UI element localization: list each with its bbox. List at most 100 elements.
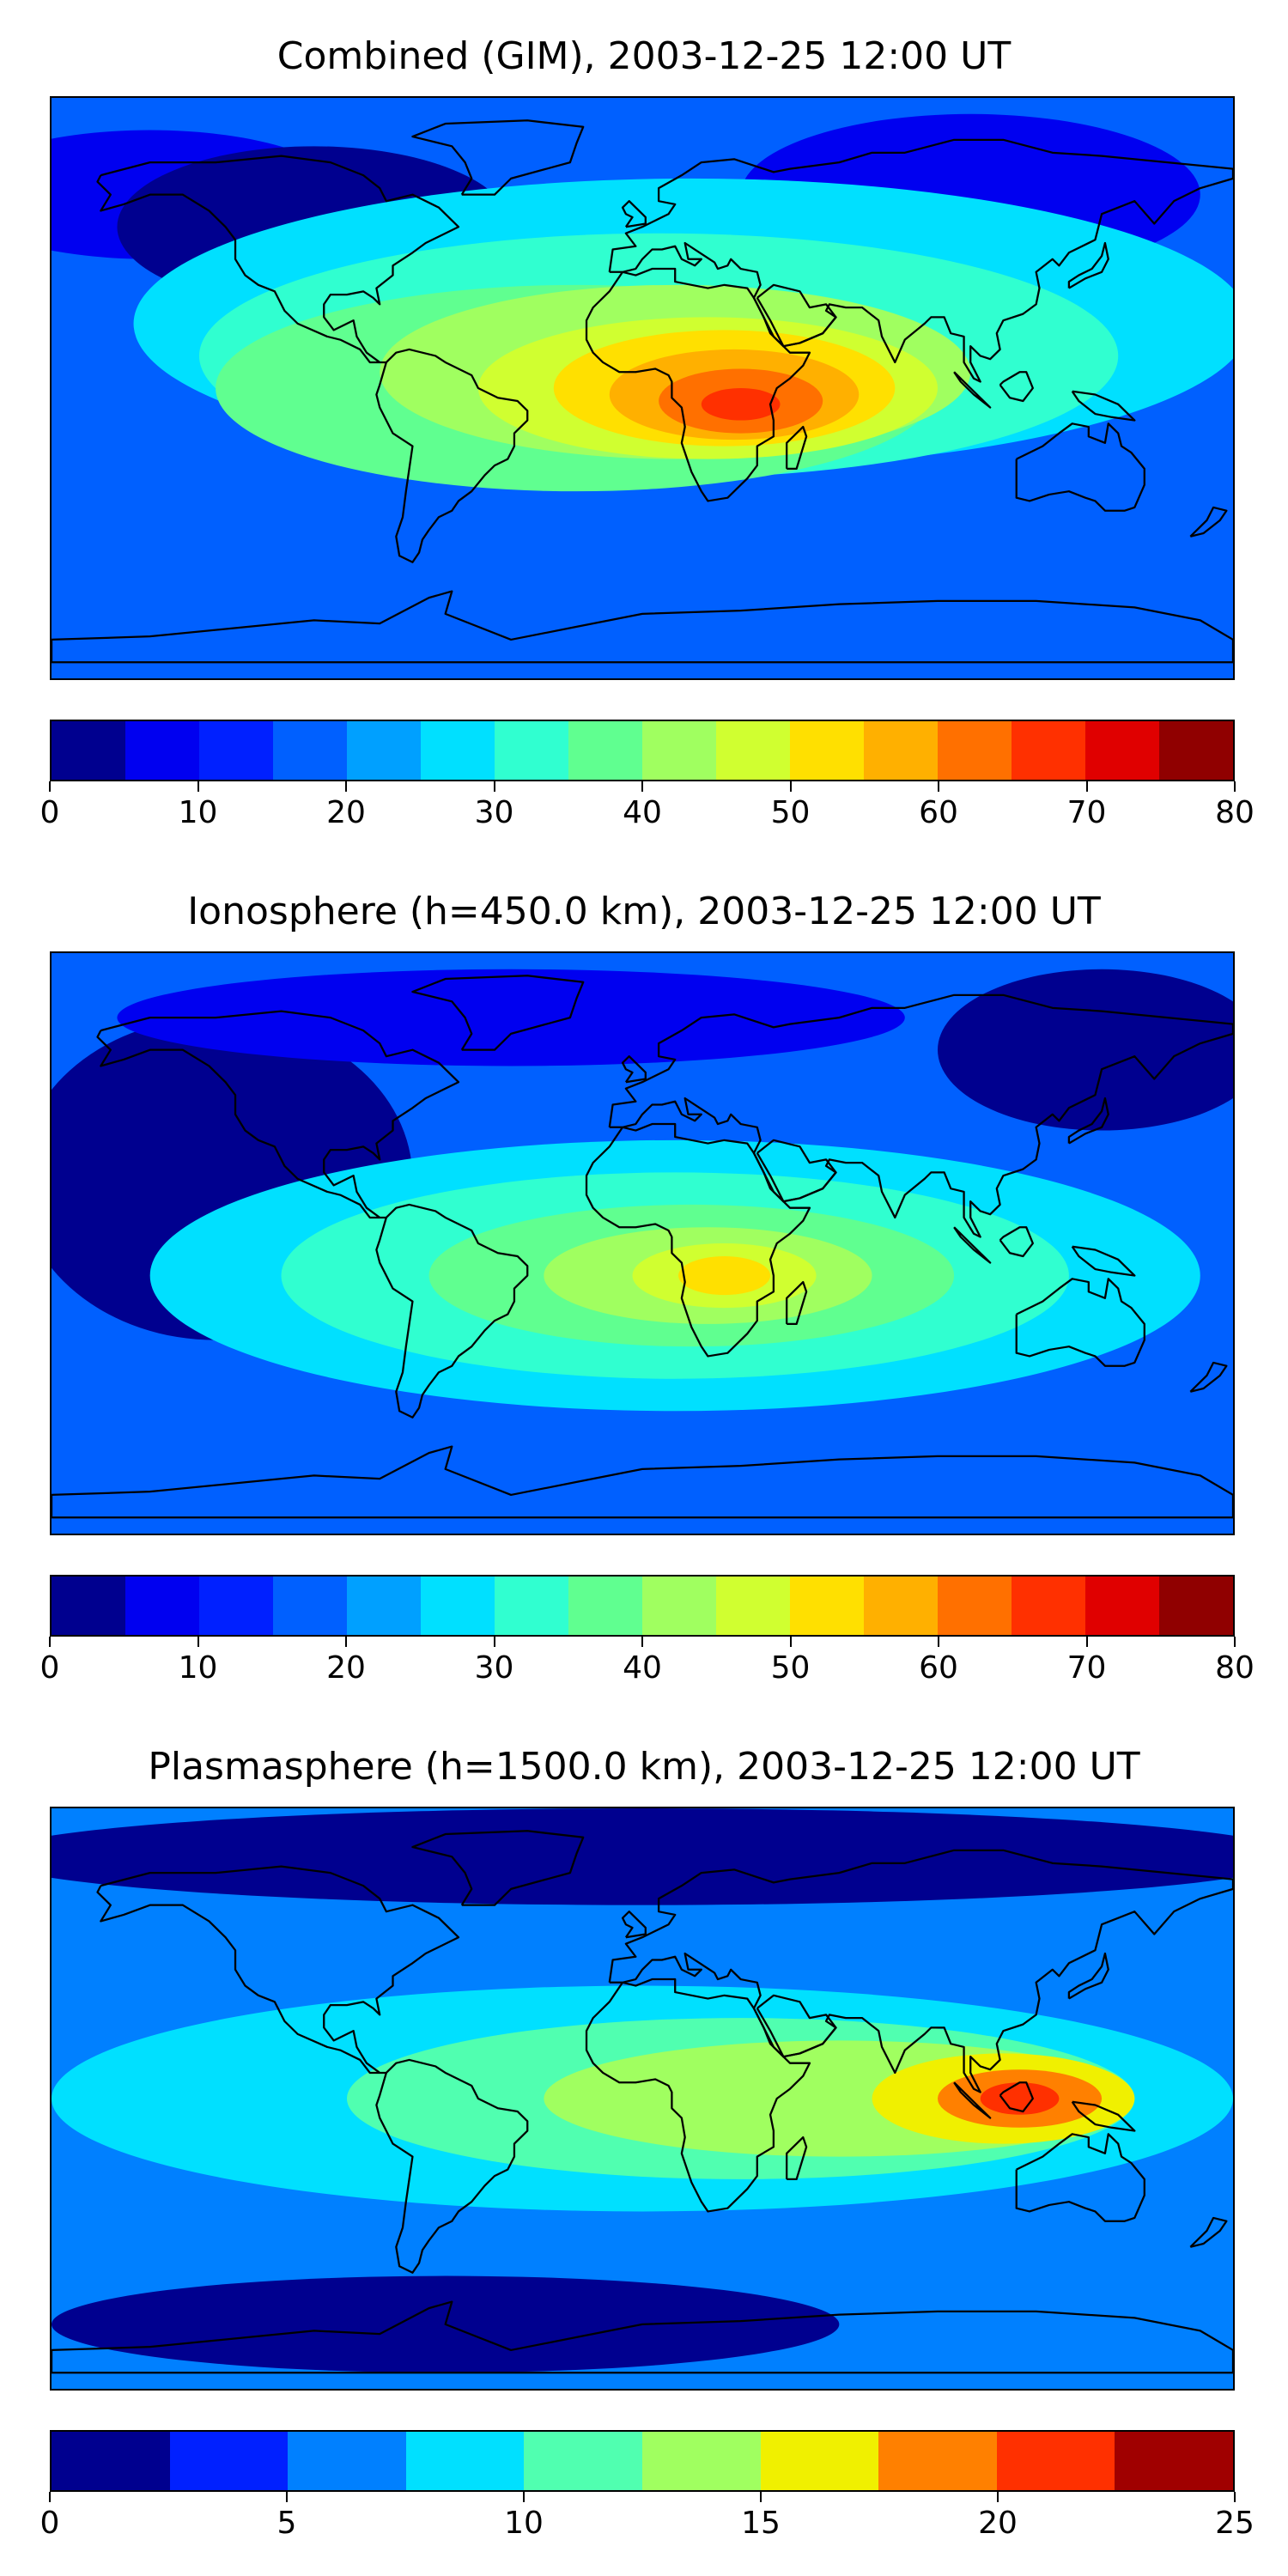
- colorbar-segment: [1159, 1577, 1233, 1635]
- colorbar-tick: [197, 781, 199, 792]
- colorbar-tick: [938, 781, 939, 792]
- coastline: [756, 1994, 837, 2058]
- contour-level-region: [701, 388, 781, 421]
- colorbar-segment: [495, 1577, 568, 1635]
- colorbar-tick: [345, 1637, 347, 1647]
- coastline: [52, 590, 1233, 664]
- colorbar-segment: [52, 721, 125, 780]
- colorbar-tick: [1234, 2492, 1236, 2502]
- colorbar-ticks-combined: 0 10 20 30 40 50 60 70 80: [40, 781, 1255, 833]
- colorbar-segment: [1115, 2432, 1233, 2490]
- coastline: [1071, 2100, 1136, 2132]
- coastline: [585, 1978, 811, 2213]
- colorbar-combined: [50, 720, 1235, 781]
- colorbar-tick-label: 0: [39, 795, 60, 830]
- colorbar-tick: [493, 781, 495, 792]
- map-combined: [50, 96, 1235, 680]
- coastline: [585, 267, 811, 502]
- colorbar-segment: [347, 721, 421, 780]
- colorbar-segment: [938, 721, 1012, 780]
- coastline: [608, 138, 1233, 383]
- map-svg: [52, 953, 1233, 1534]
- colorbar-segment: [568, 1577, 642, 1635]
- colorbar-tick-label: 10: [178, 795, 218, 830]
- colorbar-tick-label: 30: [474, 795, 514, 830]
- colorbar-segment: [641, 2432, 761, 2490]
- colorbar-tick: [760, 2492, 762, 2502]
- coastline: [411, 119, 585, 196]
- colorbar-tick-label: 20: [978, 2506, 1018, 2541]
- colorbar-tick-label: 60: [919, 795, 958, 830]
- colorbar-segment: [347, 1577, 421, 1635]
- coastline: [411, 975, 585, 1051]
- coastline: [786, 2136, 808, 2181]
- colorbar-tick-label: 80: [1215, 795, 1255, 830]
- coastline: [52, 1445, 1233, 1519]
- colorbar-segment: [864, 1577, 938, 1635]
- colorbar-tick-label: 70: [1066, 795, 1107, 830]
- colorbar-tick: [1085, 781, 1088, 792]
- colorbar-segment: [405, 2432, 525, 2490]
- map-svg: [52, 98, 1233, 678]
- colorbar-segment: [716, 721, 790, 780]
- coastline: [1071, 390, 1136, 422]
- colorbar-segment: [1085, 1577, 1159, 1635]
- contour-low-region: [938, 969, 1233, 1131]
- colorbar-segment: [199, 1577, 273, 1635]
- colorbar-tick: [49, 781, 51, 792]
- colorbar-tick: [1234, 781, 1236, 792]
- colorbar-segment: [125, 1577, 199, 1635]
- colorbar-tick-label: 20: [326, 795, 366, 830]
- colorbar-segment: [125, 721, 199, 780]
- colorbar-tick-label: 60: [919, 1650, 958, 1686]
- coastline: [585, 1122, 811, 1358]
- coastline: [1067, 1097, 1109, 1145]
- colorbar-segment: [495, 721, 568, 780]
- coastline: [999, 2081, 1034, 2113]
- coastline: [756, 1139, 837, 1203]
- contour-level-region: [980, 2082, 1060, 2115]
- colorbar-ticks-plasmasphere: 0 5 10 15 20 25: [40, 2492, 1255, 2543]
- colorbar-tick: [345, 781, 347, 792]
- coastline: [375, 2058, 529, 2274]
- map-plasmasphere: [50, 1807, 1235, 2391]
- colorbar-segment: [421, 721, 495, 780]
- coastline: [96, 155, 460, 364]
- colorbar-tick: [789, 1637, 792, 1647]
- colorbar-segment: [421, 1577, 495, 1635]
- coastline: [621, 200, 647, 228]
- colorbar-segment: [1085, 721, 1159, 780]
- coastline: [953, 371, 992, 409]
- colorbar-tick-label: 50: [770, 795, 811, 830]
- coastline: [1015, 2133, 1145, 2222]
- colorbar-tick: [641, 781, 643, 792]
- colorbar-tick-label: 20: [326, 1650, 366, 1686]
- coastline: [96, 1010, 460, 1219]
- coastline: [411, 1830, 585, 1906]
- colorbar-tick: [1234, 1637, 1236, 1647]
- panel-title-ionosphere: Ionosphere (h=450.0 km), 2003-12-25 12:0…: [187, 890, 1101, 933]
- colorbar-segment: [642, 721, 716, 780]
- colorbar-segment: [273, 721, 347, 780]
- colorbar-segment: [169, 2432, 289, 2490]
- colorbar-segment: [716, 1577, 790, 1635]
- coastline: [1189, 1361, 1228, 1393]
- colorbar-plasmasphere: [50, 2430, 1235, 2492]
- colorbar-tick: [286, 2492, 288, 2502]
- coastline: [1189, 2216, 1228, 2248]
- colorbar-tick-label: 50: [770, 1650, 811, 1686]
- coastline: [1189, 506, 1228, 538]
- colorbar-segment: [524, 2432, 642, 2490]
- colorbar-tick-label: 15: [741, 2506, 781, 2541]
- colorbar-segment: [642, 1577, 716, 1635]
- colorbar-segment: [1012, 1577, 1085, 1635]
- coastline: [375, 1203, 529, 1419]
- colorbar-tick-label: 80: [1215, 1650, 1255, 1686]
- coastline: [96, 1865, 460, 2075]
- colorbar-segment: [568, 721, 642, 780]
- coastline: [1067, 241, 1109, 289]
- coastline: [608, 993, 1233, 1238]
- colorbar-segment: [864, 721, 938, 780]
- colorbar-segment: [938, 1577, 1012, 1635]
- coastline: [1015, 1278, 1145, 1367]
